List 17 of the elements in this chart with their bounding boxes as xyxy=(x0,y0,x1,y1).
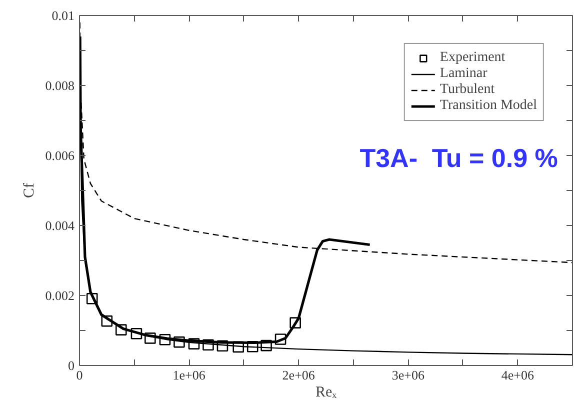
y-tick-label: 0.01 xyxy=(52,8,74,23)
x-tick-label: 4e+06 xyxy=(501,368,535,382)
y-tick-label: 0.008 xyxy=(45,78,74,93)
x-tick-label: 3e+06 xyxy=(392,368,425,382)
legend-label: Laminar xyxy=(440,66,488,82)
y-axis-title: Cf xyxy=(21,182,38,198)
y-tick-label: 0.004 xyxy=(45,218,75,233)
x-tick-label: 1e+06 xyxy=(172,368,206,382)
legend-label: Experiment xyxy=(440,50,506,66)
x-tick-label: 2e+06 xyxy=(282,368,316,382)
y-tick-label: 0.002 xyxy=(45,288,74,303)
annotation: T3A- Tu = 0.9 % xyxy=(360,143,558,173)
legend-label: Turbulent xyxy=(440,82,495,98)
x-axis-title: Reₓ xyxy=(315,384,338,400)
y-tick-label: 0.006 xyxy=(45,148,75,163)
y-tick-label: 0 xyxy=(68,358,74,373)
legend-label: Transition Model xyxy=(440,98,537,114)
